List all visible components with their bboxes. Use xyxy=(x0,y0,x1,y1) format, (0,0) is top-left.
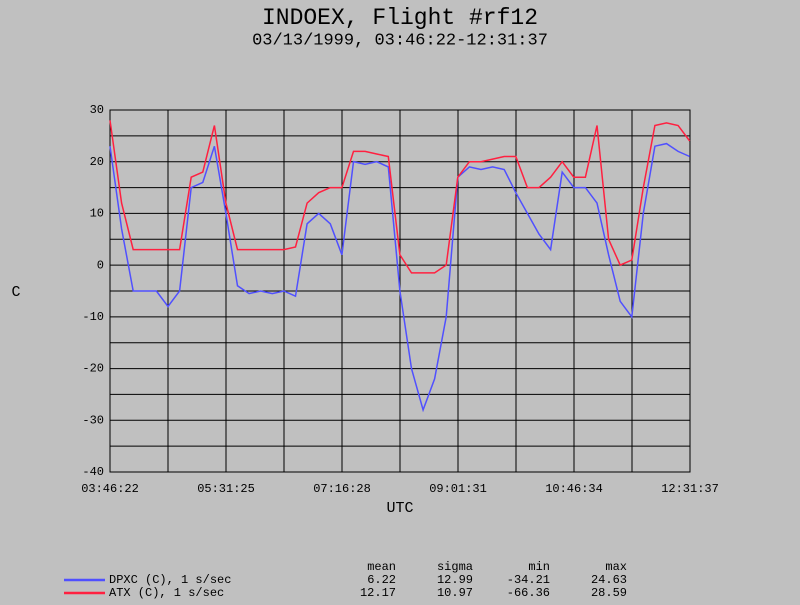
x-tick-label: 12:31:37 xyxy=(661,482,719,496)
y-tick-label: 30 xyxy=(90,103,104,117)
x-tick-label: 03:46:22 xyxy=(81,482,139,496)
y-tick-label: 10 xyxy=(90,207,104,221)
stats-header: min xyxy=(528,560,550,574)
x-tick-label: 07:16:28 xyxy=(313,482,371,496)
stats-value: -34.21 xyxy=(507,573,550,587)
y-tick-label: -20 xyxy=(82,362,104,376)
x-tick-label: 09:01:31 xyxy=(429,482,487,496)
chart-title: INDOEX, Flight #rf12 xyxy=(262,5,538,31)
stats-header: mean xyxy=(367,560,396,574)
stats-value: 24.63 xyxy=(591,573,627,587)
stats-value: 10.97 xyxy=(437,586,473,600)
y-tick-label: 20 xyxy=(90,155,104,169)
y-axis-label: C xyxy=(11,284,20,301)
plot-frame xyxy=(109,109,691,473)
y-tick-label: -10 xyxy=(82,310,104,324)
stats-value: 6.22 xyxy=(367,573,396,587)
y-tick-label: -30 xyxy=(82,413,104,427)
y-tick-label: 0 xyxy=(97,258,104,272)
series-line xyxy=(109,120,691,274)
legend-label: DPXC (C), 1 s/sec xyxy=(109,573,231,587)
stats-header: sigma xyxy=(437,560,473,574)
stats-value: -66.36 xyxy=(507,586,550,600)
series-line xyxy=(109,142,691,413)
stats-value: 28.59 xyxy=(591,586,627,600)
stats-value: 12.99 xyxy=(437,573,473,587)
chart-subtitle: 03/13/1999, 03:46:22-12:31:37 xyxy=(252,31,548,50)
legend-label: ATX (C), 1 s/sec xyxy=(109,586,224,600)
stats-value: 12.17 xyxy=(360,586,396,600)
stats-header: max xyxy=(605,560,627,574)
y-tick-label: -40 xyxy=(82,465,104,479)
x-tick-label: 10:46:34 xyxy=(545,482,603,496)
x-axis-label: UTC xyxy=(386,500,413,517)
x-tick-label: 05:31:25 xyxy=(197,482,255,496)
